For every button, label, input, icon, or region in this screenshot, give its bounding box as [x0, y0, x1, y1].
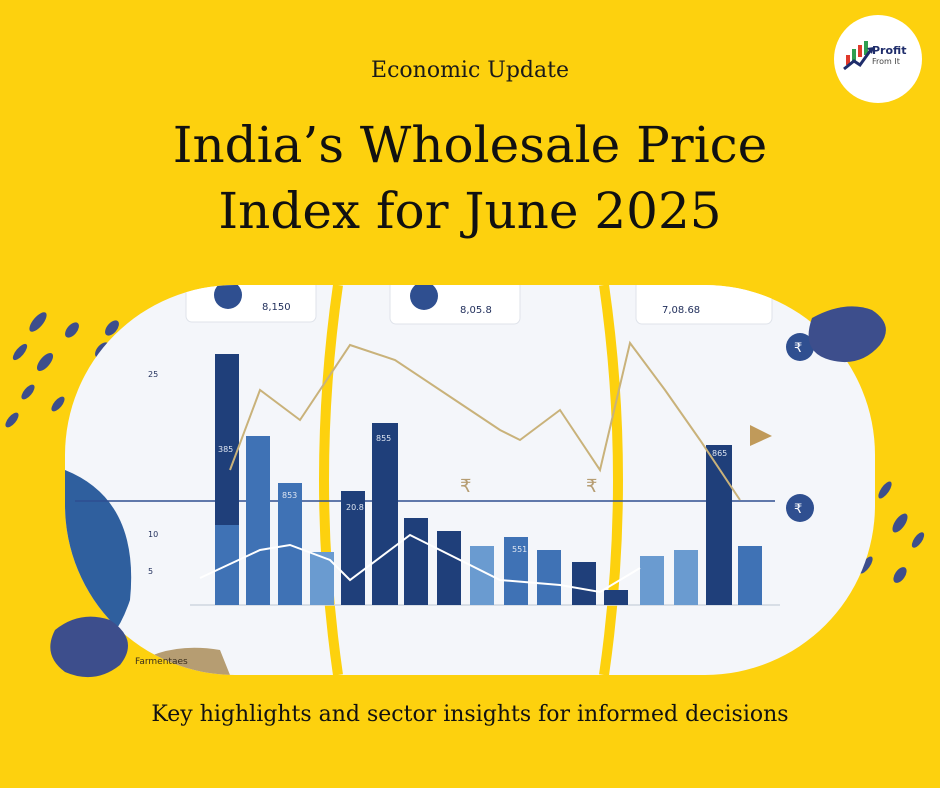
rupee-symbol-1: ₹: [460, 476, 471, 497]
chart-panels: [65, 285, 875, 675]
brand-text: Profit From It: [872, 45, 906, 67]
chart-arrow-icon: [843, 41, 874, 71]
bar-label-5: 551: [512, 545, 527, 554]
y-tick-3: 5: [148, 567, 153, 576]
title-line-1: India’s Wholesale Price: [172, 116, 768, 174]
rupee-icon-2: ₹: [794, 502, 802, 517]
bar-label-1: 385: [218, 445, 233, 454]
card-value-3: 7,08.68: [662, 305, 700, 316]
card-value-1: 8,150: [262, 302, 291, 313]
decor-blob-left: [50, 616, 128, 678]
bar-label-3: 855: [376, 434, 391, 443]
y-tick-2: 10: [148, 530, 158, 539]
page-title: India’s Wholesale Price Index for June 2…: [0, 112, 940, 244]
corner-label: Farmentaes: [135, 657, 188, 667]
brand-line-1: Profit: [872, 44, 907, 57]
rupee-symbol-2: ₹: [586, 476, 597, 497]
illustration: 8,150 8,05.8 7,08.68 25 10 5 385 20.8 85…: [5, 285, 925, 678]
brand-logo: Profit From It: [834, 15, 922, 103]
bar-label-2: 20.8: [346, 503, 364, 512]
y-tick-1: 25: [148, 370, 158, 379]
bar-label-4: 853: [282, 491, 297, 500]
brand-line-2: From It: [872, 57, 900, 66]
bar-label-6: 865: [712, 449, 727, 458]
card-value-2: 8,05.8: [460, 305, 492, 316]
kicker-text: Economic Update: [371, 58, 569, 83]
rupee-icon-1: ₹: [794, 341, 802, 356]
decor-blob-right: [808, 306, 886, 363]
title-line-2: Index for June 2025: [218, 182, 722, 240]
trend-line: [229, 340, 741, 501]
page-subtitle: Key highlights and sector insights for i…: [151, 702, 789, 727]
chart-bars: [215, 354, 762, 605]
